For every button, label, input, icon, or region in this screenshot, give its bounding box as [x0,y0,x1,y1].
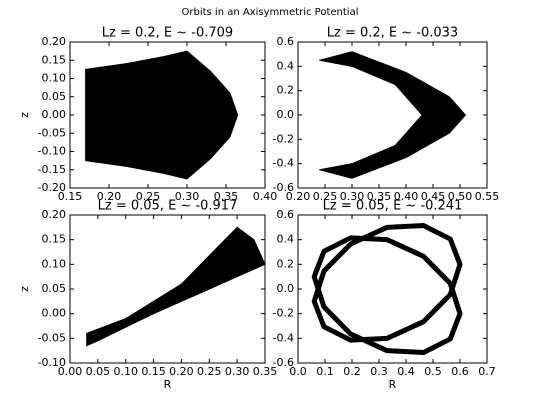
y-tick-label: -0.6 [273,356,294,369]
y-axis-label: z [18,112,31,118]
y-tick-label: 0.00 [42,307,67,320]
y-tick-label: -0.20 [38,181,66,194]
x-tick-label: 0.25 [197,365,222,378]
y-tick-label: 0.2 [277,257,295,270]
y-tick-label: 0.4 [277,59,295,72]
y-tick-label: 0.20 [42,208,67,221]
y-tick-label: 0.0 [277,282,295,295]
x-tick-label: 0.3 [370,365,388,378]
y-tick-label: 0.4 [277,233,295,246]
subplot-title: Lz = 0.2, E ~ -0.033 [327,26,458,41]
x-tick-label: 0.1 [316,365,334,378]
y-tick-label: 0.05 [42,90,67,103]
y-tick-label: 0.6 [277,208,295,221]
x-axis-label: R [389,378,397,391]
y-tick-label: -0.2 [273,307,294,320]
x-tick-label: 0.30 [225,365,250,378]
orbit-line [311,235,463,356]
x-tick-label: 0.30 [175,190,200,203]
x-tick-label: 0.50 [448,190,473,203]
x-tick-label: 0.00 [58,365,83,378]
x-tick-label: 0.7 [478,365,496,378]
y-tick-label: 0.20 [42,35,67,48]
y-tick-label: -0.05 [38,126,66,139]
x-tick-label: 0.05 [86,365,111,378]
orbit-area [85,50,239,180]
x-tick-label: 0.35 [367,190,392,203]
axes-frame [297,214,488,364]
x-tick-label: 0.25 [313,190,338,203]
x-axis-label: R [164,378,172,391]
y-axis-label: z [18,286,31,292]
x-tick-label: 0.5 [424,365,442,378]
subplot-title: Lz = 0.05, E ~ -0.241 [323,199,463,214]
x-tick-label: 0.25 [136,190,161,203]
x-tick-label: 0.20 [97,190,122,203]
y-tick-label: 0.15 [42,53,67,66]
y-tick-label: 0.05 [42,282,67,295]
x-tick-label: 0.20 [286,190,311,203]
x-tick-label: 0.0 [289,365,307,378]
y-tick-label: 0.2 [277,84,295,97]
y-tick-label: -0.6 [273,181,294,194]
y-tick-label: -0.2 [273,132,294,145]
orbit-area [86,226,266,347]
y-tick-label: 0.15 [42,233,67,246]
y-tick-label: 0.10 [42,257,67,270]
x-tick-label: 0.30 [340,190,365,203]
x-tick-label: 0.6 [451,365,469,378]
x-tick-label: 0.40 [253,190,278,203]
y-tick-label: -0.10 [38,356,66,369]
subplot-title: Lz = 0.05, E ~ -0.917 [98,199,238,214]
x-tick-label: 0.2 [343,365,361,378]
x-tick-label: 0.40 [394,190,419,203]
orbit-area [319,51,466,179]
y-tick-label: -0.15 [38,163,66,176]
x-tick-label: 0.35 [214,190,239,203]
y-tick-label: -0.10 [38,145,66,158]
x-tick-label: 0.15 [58,190,83,203]
figure-title: Orbits in an Axisymmetric Potential [182,7,359,18]
y-tick-label: -0.4 [273,331,294,344]
y-tick-label: 0.6 [277,35,295,48]
x-tick-label: 0.10 [113,365,138,378]
y-tick-label: 0.00 [42,108,67,121]
y-tick-label: -0.05 [38,331,66,344]
y-tick-label: 0.10 [42,72,67,85]
x-tick-label: 0.15 [141,365,166,378]
y-tick-label: 0.0 [277,108,295,121]
x-tick-label: 0.45 [421,190,446,203]
x-tick-label: 0.20 [169,365,194,378]
x-tick-label: 0.55 [475,190,500,203]
x-tick-label: 0.35 [253,365,278,378]
subplot-title: Lz = 0.2, E ~ -0.709 [102,26,233,41]
x-tick-label: 0.4 [397,365,415,378]
y-tick-label: -0.4 [273,157,294,170]
orbit-line [311,222,463,343]
